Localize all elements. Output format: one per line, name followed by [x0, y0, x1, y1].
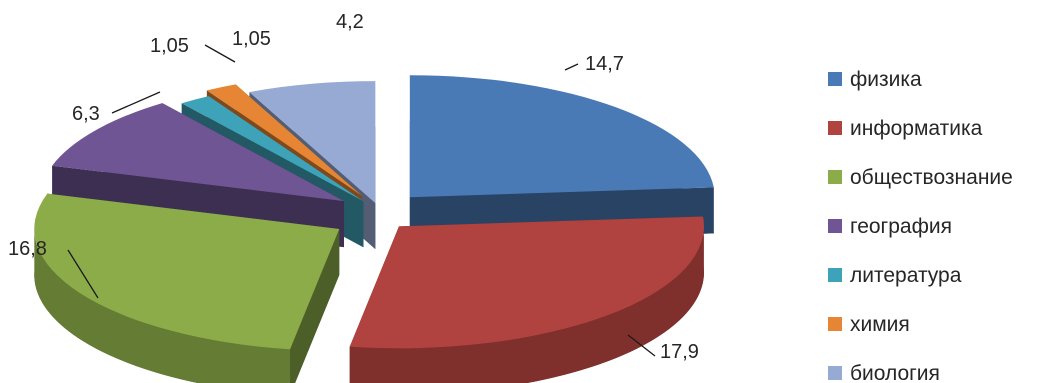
legend-swatch	[828, 72, 842, 86]
leader-line	[111, 91, 161, 114]
slice-rim	[34, 231, 291, 383]
legend-swatch	[828, 219, 842, 233]
slice-обществознание	[34, 193, 340, 383]
value-label: 17,9	[660, 341, 699, 363]
legend-label: литература	[850, 264, 962, 287]
slice-top	[409, 75, 714, 198]
slice-top	[181, 96, 364, 202]
slice-rim	[349, 229, 704, 383]
slice-top	[52, 103, 345, 202]
legend-item-химия: химия	[828, 313, 910, 336]
data-label-литература: 1,05	[150, 35, 236, 63]
value-label: 14,7	[585, 53, 624, 75]
legend-swatch	[828, 170, 842, 184]
leader-line	[627, 334, 656, 357]
legend-label: обществознание	[850, 166, 1013, 189]
legend-item-информатика: информатика	[828, 117, 983, 140]
leader-line	[564, 63, 579, 71]
value-label: 16,8	[8, 238, 47, 260]
legend-item-биология: биология	[828, 362, 940, 383]
slice-top	[349, 216, 704, 349]
value-label: 6,3	[72, 103, 100, 125]
data-label-химия: 1,05	[232, 28, 271, 50]
value-label: 1,05	[150, 35, 189, 57]
data-label-информатика: 17,9	[627, 334, 699, 363]
slice-top	[249, 81, 376, 204]
value-label: 1,05	[232, 28, 271, 50]
slice-top	[34, 193, 340, 350]
legend-label: биология	[850, 362, 940, 383]
legend-swatch	[828, 268, 842, 282]
legend-item-литература: литература	[828, 264, 962, 287]
data-label-физика: 14,7	[564, 53, 624, 75]
legend-swatch	[828, 317, 842, 331]
legend-item-физика: физика	[828, 68, 922, 91]
legend-label: информатика	[850, 117, 983, 140]
legend-item-обществознание: обществознание	[828, 166, 1013, 189]
pie-plot-area	[34, 75, 714, 383]
slice-информатика	[349, 216, 704, 383]
legend-label: физика	[850, 68, 922, 91]
slice-top	[206, 84, 362, 196]
legend-label: химия	[850, 313, 910, 336]
data-label-биология: 4,2	[336, 11, 364, 33]
data-label-география: 6,3	[72, 91, 161, 125]
data-labels: 14,7 17,9 16,8 6,3 1,05 1,05 4,2	[8, 11, 699, 363]
legend-label: география	[850, 215, 952, 238]
legend: физика информатика обществознание география…	[828, 68, 1013, 383]
legend-swatch	[828, 121, 842, 135]
legend-swatch	[828, 366, 842, 380]
value-label: 4,2	[336, 11, 364, 33]
slice-физика	[409, 75, 714, 244]
leader-line	[67, 249, 99, 299]
leader-line	[204, 44, 236, 63]
data-label-обществознание: 16,8	[8, 238, 99, 299]
legend-item-география: география	[828, 215, 952, 238]
